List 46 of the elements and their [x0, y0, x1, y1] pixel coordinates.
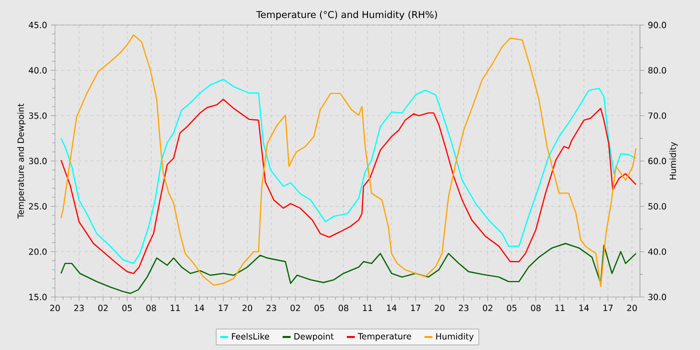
y2-tick-label: 60.0: [648, 158, 666, 164]
x-tick-label: 02: [482, 304, 492, 312]
y-tick-label: 30.0: [29, 158, 47, 164]
y2-tick-label: 40.0: [648, 248, 666, 255]
x-tick-label: 14: [579, 304, 589, 311]
y2-tick-label: 30.0: [648, 294, 666, 300]
x-tick-label: 11: [555, 304, 564, 311]
y-tick-label: 20.0: [29, 248, 47, 255]
x-tick-label: 02: [290, 304, 300, 312]
x-tick-label: 05: [506, 304, 516, 312]
legend-label: FeelsLike: [232, 333, 270, 340]
x-tick-label: 11: [363, 304, 372, 311]
y-tick-label: 25.0: [29, 203, 47, 210]
x-tick-label: 20: [627, 304, 637, 312]
y-tick-label: 35.0: [29, 112, 47, 119]
x-tick-label: 02: [98, 304, 108, 312]
legend-label: Dewpoint: [294, 333, 334, 342]
y2-tick-label: 90.0: [648, 22, 666, 28]
x-tick-label: 11: [170, 304, 180, 311]
y-tick-label: 45.0: [28, 22, 47, 28]
x-tick-label: 05: [122, 304, 132, 312]
y2-tick-label: 70.0: [648, 112, 666, 119]
x-tick-label: 23: [74, 304, 84, 312]
x-tick-label: 20: [242, 304, 252, 312]
x-tick-label: 05: [314, 304, 324, 312]
x-tick-label: 08: [338, 304, 348, 312]
x-tick-label: 08: [146, 304, 156, 312]
x-tick-label: 23: [266, 304, 276, 312]
x-tick-label: 14: [387, 304, 396, 311]
x-tick-label: 17: [218, 304, 228, 311]
x-tick-label: 14: [194, 304, 204, 311]
x-tick-label: 23: [458, 304, 468, 312]
x-tick-label: 08: [531, 304, 541, 312]
x-tick-label: 20: [434, 304, 444, 312]
chart-title: Temperature (°C) and Humidity (RH%): [256, 10, 437, 20]
x-tick-label: 17: [411, 304, 420, 311]
y-tick-label: 15.0: [29, 294, 47, 300]
y2-tick-label: 80.0: [648, 67, 666, 74]
legend-label: Temperature: [358, 333, 412, 342]
x-tick-label: 20: [50, 304, 60, 312]
y2-tick-label: 50.0: [648, 203, 666, 210]
y-axis-title: Temperature and Dewpoint: [17, 104, 26, 219]
legend-label: Humidity: [436, 333, 474, 342]
y2-axis-title: Humidity: [669, 142, 678, 180]
y-tick-label: 40.0: [28, 67, 47, 74]
x-tick-label: 17: [603, 304, 613, 311]
